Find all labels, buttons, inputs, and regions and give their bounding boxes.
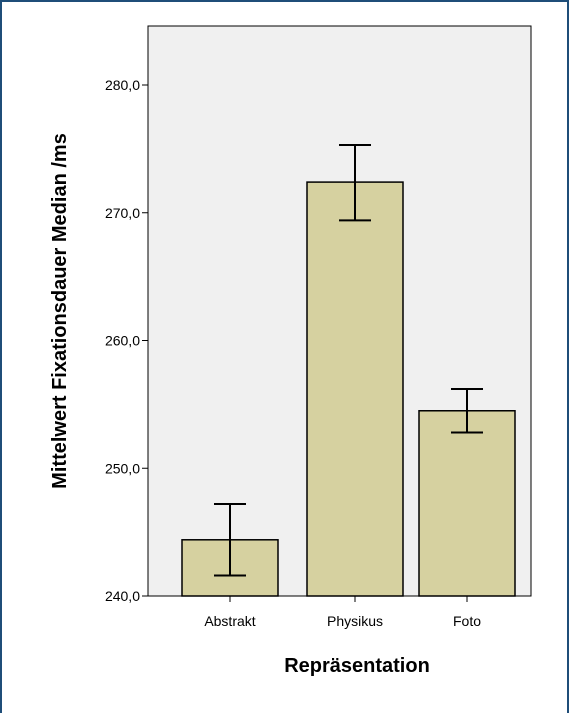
- y-tick-label: 260,0: [105, 333, 140, 349]
- y-tick-label: 270,0: [105, 205, 140, 221]
- error-bar-physikus: [339, 144, 371, 222]
- x-tick-label-physikus: Physikus: [327, 613, 383, 629]
- x-tick-label-abstrakt: Abstrakt: [204, 613, 255, 629]
- y-axis-title: Mittelwert Fixationsdauer Median /ms: [49, 133, 71, 489]
- error-bar-abstrakt: [214, 503, 246, 577]
- x-axis-title: Repräsentation: [284, 655, 430, 677]
- error-bar-foto: [451, 388, 483, 434]
- y-tick-label: 250,0: [105, 460, 140, 476]
- x-tick-label-foto: Foto: [453, 613, 481, 629]
- y-tick-label: 240,0: [105, 588, 140, 604]
- bar-foto: [418, 410, 516, 597]
- y-tick-label: 280,0: [105, 77, 140, 93]
- bar-physikus: [306, 181, 404, 597]
